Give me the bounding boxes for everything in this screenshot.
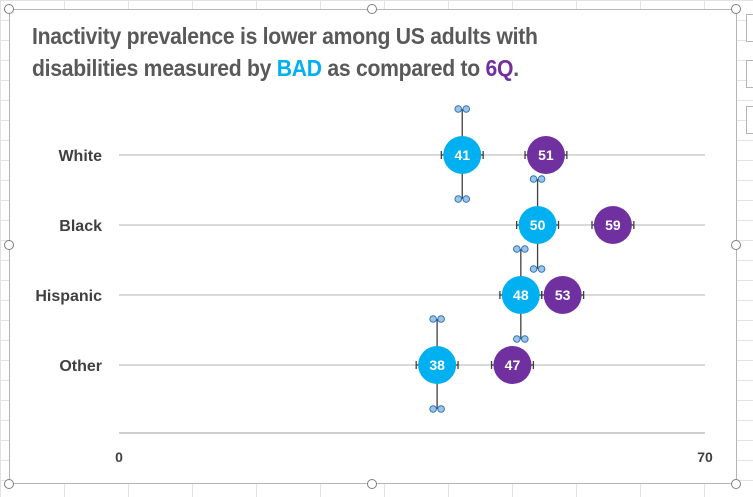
dot-bad-hispanic — [501, 276, 540, 314]
dot-6q-white — [526, 136, 565, 174]
chart-area[interactable]: Inactivity prevalence is lower among US … — [9, 9, 737, 484]
resize-handle-bottom[interactable] — [367, 479, 377, 489]
side-panel-box — [746, 106, 753, 134]
resize-handle-bottom-left[interactable] — [4, 479, 14, 489]
resize-handle-left[interactable] — [4, 240, 14, 250]
category-label-white: White — [58, 148, 102, 165]
category-label-hispanic: Hispanic — [35, 288, 102, 305]
dot-bad-black — [518, 206, 557, 244]
data-label-bad: 41 — [454, 147, 470, 163]
data-label-bad: 50 — [530, 217, 546, 233]
x-tick-label: 70 — [697, 449, 713, 465]
resize-handle-right[interactable] — [731, 240, 741, 250]
title-connector: as compared to — [321, 55, 486, 81]
data-label-bad: 48 — [513, 287, 529, 303]
dot-6q-other — [493, 346, 532, 384]
title-6q-highlight: 6Q — [485, 55, 514, 81]
title-line-1: Inactivity prevalence is lower among US … — [32, 23, 538, 49]
dot-6q-black — [593, 206, 632, 244]
category-label-other: Other — [59, 358, 102, 375]
category-label-black: Black — [59, 218, 102, 235]
resize-handle-top-right[interactable] — [731, 4, 741, 14]
dot-bad-white — [443, 136, 482, 174]
x-tick-label: 0 — [115, 449, 123, 465]
side-panel-box — [746, 14, 753, 42]
dot-bad-other — [418, 346, 457, 384]
chart-title: Inactivity prevalence is lower among US … — [32, 20, 584, 84]
resize-handle-bottom-right[interactable] — [731, 479, 741, 489]
dot-6q-hispanic — [543, 276, 582, 314]
data-label-6q: 51 — [538, 147, 554, 163]
data-label-bad: 38 — [429, 357, 445, 373]
data-label-6q: 53 — [555, 287, 571, 303]
title-bad-highlight: BAD — [276, 55, 322, 81]
title-line-2: disabilities measured by — [32, 55, 277, 81]
side-panel-box — [746, 60, 753, 88]
resize-handle-top[interactable] — [367, 4, 377, 14]
data-label-6q: 59 — [605, 217, 621, 233]
title-period: . — [513, 55, 519, 81]
resize-handle-top-left[interactable] — [4, 4, 14, 14]
data-label-6q: 47 — [505, 357, 521, 373]
